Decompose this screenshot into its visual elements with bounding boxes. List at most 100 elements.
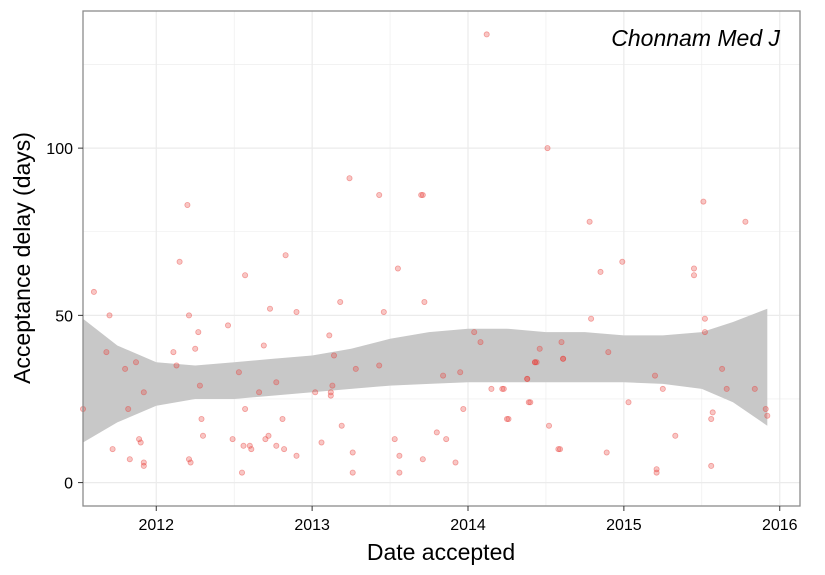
data-point (440, 372, 447, 379)
data-point (273, 379, 280, 386)
data-point (505, 415, 512, 422)
data-point (723, 385, 730, 392)
x-tick-label: 2015 (606, 517, 642, 534)
data-point (242, 272, 249, 279)
data-point (503, 415, 510, 422)
confidence-band (83, 308, 768, 443)
data-point (229, 436, 236, 443)
panel-border (82, 10, 801, 507)
data-point (709, 409, 716, 416)
data-point (279, 415, 286, 422)
data-point (192, 345, 199, 352)
data-point (419, 456, 426, 463)
data-point (499, 385, 506, 392)
data-point (394, 265, 401, 272)
data-point (708, 415, 715, 422)
x-tick-label: 2012 (138, 517, 174, 534)
data-point (452, 459, 459, 466)
data-point (625, 399, 632, 406)
data-point (136, 436, 143, 443)
data-point (396, 469, 403, 476)
data-points (80, 31, 771, 476)
data-point (376, 362, 383, 369)
data-point (691, 272, 698, 279)
data-point (318, 439, 325, 446)
data-point (560, 355, 567, 362)
data-point (282, 252, 289, 259)
data-point (619, 258, 626, 265)
data-point (700, 198, 707, 205)
data-point (242, 405, 249, 412)
data-point (603, 449, 610, 456)
data-point (140, 462, 147, 469)
data-point (273, 442, 280, 449)
data-point (557, 446, 564, 453)
data-point (352, 365, 359, 372)
data-point (419, 191, 426, 198)
data-point (224, 322, 231, 329)
data-point (418, 191, 425, 198)
data-point (532, 359, 539, 366)
data-point (376, 191, 383, 198)
data-point (176, 258, 183, 265)
data-point (762, 405, 769, 412)
y-tick-label: 100 (46, 141, 73, 158)
data-point (327, 389, 334, 396)
data-point (586, 218, 593, 225)
data-point (184, 201, 191, 208)
data-point (173, 362, 180, 369)
data-point (742, 218, 749, 225)
data-point (327, 392, 334, 399)
data-point (659, 385, 666, 392)
data-point (293, 452, 300, 459)
data-point (672, 432, 679, 439)
data-point (719, 365, 726, 372)
data-point (240, 442, 247, 449)
data-point (293, 308, 300, 315)
data-point (260, 342, 267, 349)
data-point (238, 469, 245, 476)
data-point (421, 298, 428, 305)
data-point (198, 415, 205, 422)
data-point (185, 312, 192, 319)
data-point (185, 456, 192, 463)
data-point (132, 359, 139, 366)
data-point (588, 315, 595, 322)
data-point (536, 345, 543, 352)
data-point (265, 432, 272, 439)
data-point (195, 329, 202, 336)
data-point (555, 446, 562, 453)
data-point (109, 446, 116, 453)
data-point (457, 369, 464, 376)
data-point (380, 308, 387, 315)
data-point (525, 399, 532, 406)
data-point (122, 365, 129, 372)
data-point (653, 469, 660, 476)
data-point (471, 329, 478, 336)
data-point (126, 456, 133, 463)
data-point (262, 436, 269, 443)
data-point (330, 352, 337, 359)
data-point (199, 432, 206, 439)
data-point (708, 462, 715, 469)
y-axis-label: Acceptance delay (days) (9, 132, 35, 384)
data-point (235, 369, 242, 376)
data-point (701, 315, 708, 322)
grid-lines (83, 11, 800, 506)
data-point (652, 372, 659, 379)
data-point (477, 339, 484, 346)
data-point (443, 436, 450, 443)
data-point (346, 175, 353, 182)
data-point (524, 375, 531, 382)
data-point (170, 349, 177, 356)
data-point (764, 412, 771, 419)
data-point (560, 355, 567, 362)
data-point (488, 385, 495, 392)
data-point (140, 459, 147, 466)
data-point (326, 332, 333, 339)
data-point (483, 31, 490, 38)
data-point (558, 339, 565, 346)
data-point (701, 329, 708, 336)
